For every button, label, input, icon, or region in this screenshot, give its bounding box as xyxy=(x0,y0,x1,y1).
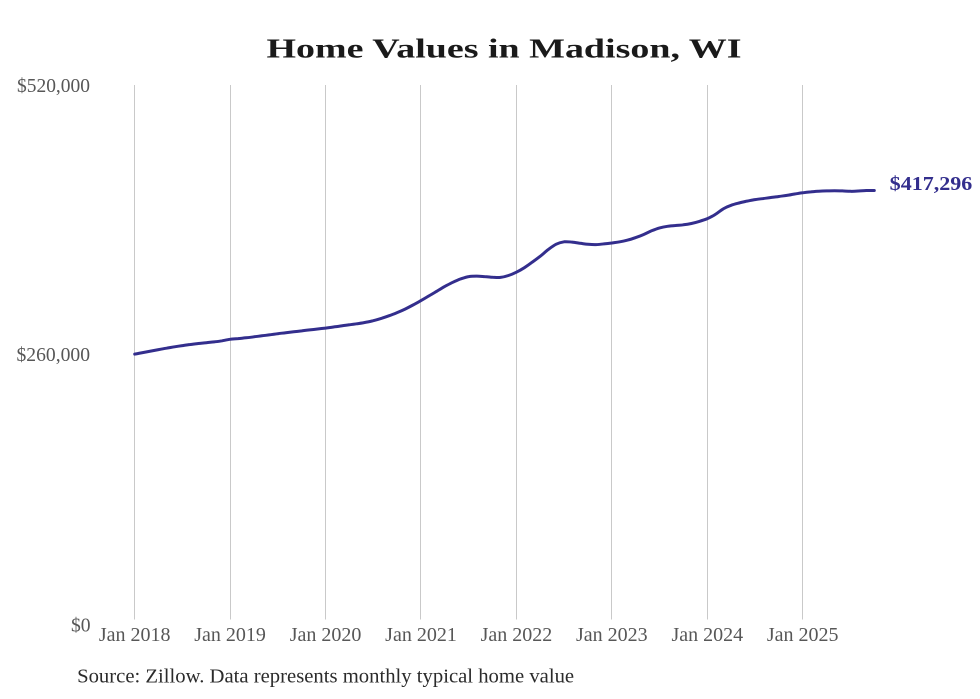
svg-text:Jan 2025: Jan 2025 xyxy=(767,624,839,646)
svg-text:Jan 2021: Jan 2021 xyxy=(385,624,457,646)
svg-text:$520,000: $520,000 xyxy=(17,75,90,97)
svg-text:Jan 2020: Jan 2020 xyxy=(290,624,362,646)
svg-text:Jan 2023: Jan 2023 xyxy=(576,624,648,646)
svg-text:$0: $0 xyxy=(71,615,91,637)
svg-text:Source: Zillow. Data represent: Source: Zillow. Data represents monthly … xyxy=(77,666,574,688)
svg-text:Jan 2024: Jan 2024 xyxy=(671,624,743,646)
svg-text:Jan 2018: Jan 2018 xyxy=(99,624,171,646)
svg-text:Jan 2019: Jan 2019 xyxy=(194,624,266,646)
svg-text:$260,000: $260,000 xyxy=(17,344,91,366)
svg-text:Jan 2022: Jan 2022 xyxy=(481,624,553,646)
svg-text:$417,296: $417,296 xyxy=(890,174,973,195)
svg-text:Home Values in Madison, WI: Home Values in Madison, WI xyxy=(267,33,742,63)
